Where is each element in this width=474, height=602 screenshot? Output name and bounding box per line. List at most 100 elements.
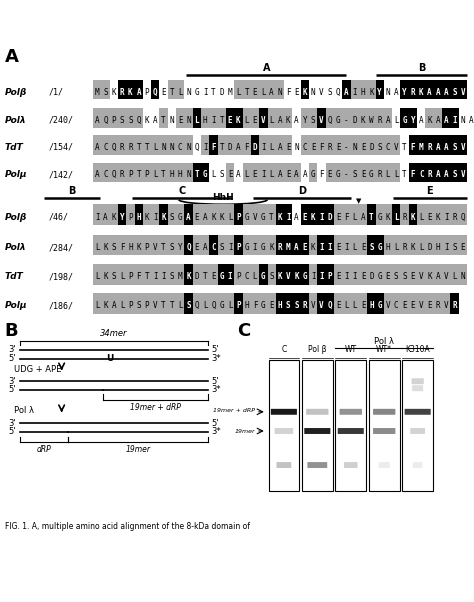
Bar [459,80,467,99]
Bar [93,163,101,182]
Text: F: F [410,143,415,152]
Text: C: C [302,143,307,152]
Text: P: P [111,116,116,125]
Bar [201,264,210,285]
Text: L: L [153,143,158,152]
Bar [409,235,417,255]
Text: P: P [236,243,241,252]
Text: Y: Y [178,243,182,252]
Text: K: K [145,213,149,222]
Text: Polβ: Polβ [5,213,27,222]
Bar [425,204,434,225]
Text: I: I [286,213,291,222]
Bar [267,204,276,225]
Bar [284,135,292,155]
Text: A: A [186,213,191,222]
Text: S: S [186,302,191,311]
Bar [143,264,151,285]
Bar [459,204,467,225]
Text: K310A: K310A [405,345,430,354]
Text: E: E [386,272,390,281]
Bar [143,204,151,225]
Bar [193,204,201,225]
Bar [336,360,366,491]
Text: M: M [95,88,100,96]
Text: Q: Q [186,243,191,252]
Bar [326,108,334,128]
Text: S: S [137,302,141,311]
Bar [226,204,234,225]
Text: V: V [253,213,257,222]
Bar [309,264,318,285]
Text: S: S [170,243,174,252]
Bar [126,264,135,285]
Text: FIG. 1. A, multiple amino acid alignment of the 8-kDa domain of: FIG. 1. A, multiple amino acid alignment… [5,521,250,530]
Bar [267,108,276,128]
Bar [450,293,459,314]
Text: N: N [311,88,316,96]
Text: /186/: /186/ [49,302,74,311]
Text: P: P [128,213,133,222]
Text: 3*: 3* [212,427,221,436]
Bar [234,135,243,155]
Text: A: A [95,170,100,179]
Text: I: I [319,272,324,281]
Text: S: S [311,116,316,125]
Bar [259,204,267,225]
Text: E: E [302,213,307,222]
Text: T: T [161,116,166,125]
Bar [450,163,459,182]
Bar [359,80,367,99]
Bar [234,235,243,255]
Text: D: D [427,243,432,252]
Bar [118,135,126,155]
Text: E: E [410,272,415,281]
Bar [184,204,193,225]
Bar [193,108,201,128]
Bar [151,293,159,314]
Text: A: A [203,243,208,252]
Bar [109,204,118,225]
Text: Polμ: Polμ [5,170,27,179]
Bar [126,80,135,99]
Text: A: A [427,88,432,96]
Text: E: E [328,170,332,179]
Bar [309,135,318,155]
Bar [351,235,359,255]
Text: R: R [452,302,457,311]
Text: G: G [245,213,249,222]
Bar [342,163,351,182]
Bar [401,264,409,285]
Text: K: K [128,88,133,96]
Bar [318,235,326,255]
Bar [384,204,392,225]
Text: E: E [194,213,199,222]
Text: G: G [377,302,382,311]
Bar [309,108,318,128]
Bar [326,163,334,182]
Bar [326,293,334,314]
Text: T: T [161,170,166,179]
Text: T: T [245,88,249,96]
Bar [301,135,309,155]
Bar [276,80,284,99]
Text: L: L [269,116,274,125]
Bar [309,235,318,255]
Text: S: S [377,143,382,152]
Bar [369,360,400,491]
Text: A: A [469,116,474,125]
Bar [318,204,326,225]
Bar [101,80,109,99]
Text: S: S [128,116,133,125]
Bar [375,264,384,285]
Bar [93,293,101,314]
Bar [267,135,276,155]
Bar [302,360,333,491]
Bar [351,163,359,182]
Text: 5': 5' [8,354,16,363]
Text: D: D [353,116,357,125]
Bar [151,80,159,99]
Bar [126,293,135,314]
Text: K: K [219,213,224,222]
Text: L: L [394,116,399,125]
